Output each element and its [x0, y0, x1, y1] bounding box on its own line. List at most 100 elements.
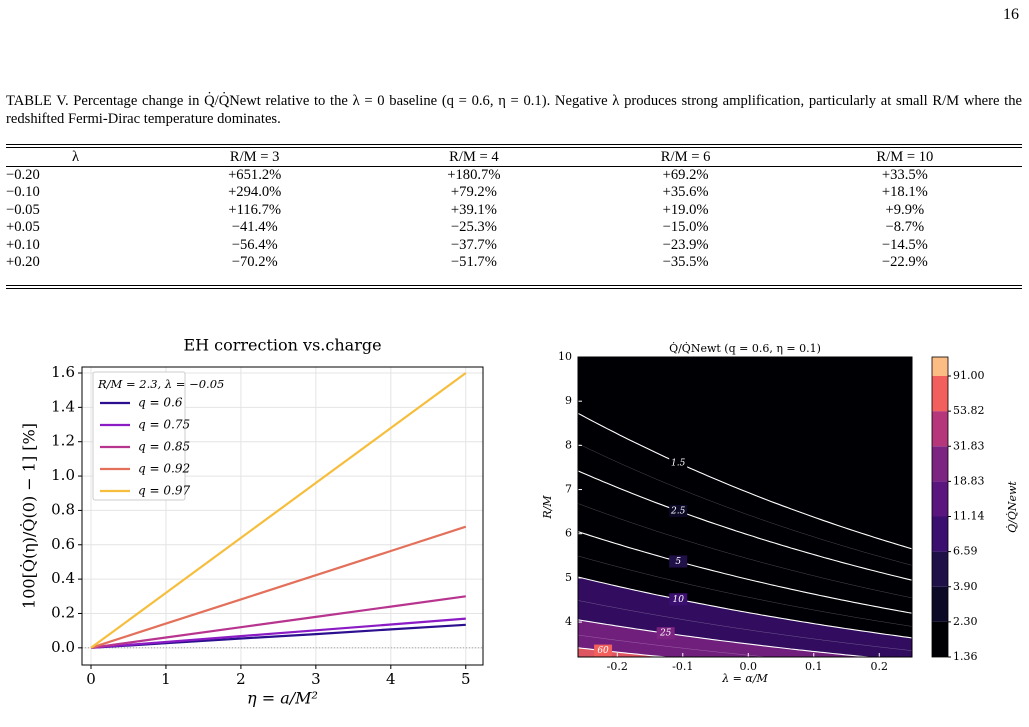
chart-title: EH correction vs.charge: [183, 336, 381, 355]
table-caption: TABLE V. Percentage change in Q̇/Q̇Newt …: [6, 93, 1022, 127]
y-tick-label: 1.0: [51, 466, 75, 484]
colorbar-segment: [932, 446, 948, 482]
x-tick-label: -0.1: [672, 660, 693, 673]
table-cell: +0.10: [6, 236, 40, 253]
table-cell: −70.2%: [231, 254, 278, 271]
x-axis-label: η = a/M²: [247, 689, 318, 708]
x-tick-label: 3: [311, 670, 321, 688]
column-header: R/M = 10: [787, 146, 1022, 167]
colorbar-segment: [932, 357, 948, 376]
y-tick-label: 9: [565, 394, 572, 407]
column-header: R/M = 6: [583, 146, 788, 167]
colorbar-segment: [932, 411, 948, 447]
table: λ R/M = 3 R/M = 4 R/M = 6 R/M = 10 −0.20 +651…: [6, 144, 1022, 290]
table-cell: −0.10: [6, 184, 40, 201]
x-tick-label: 4: [386, 670, 396, 688]
contour-label-bg: [669, 456, 688, 469]
legend-label: q = 0.97: [138, 484, 190, 498]
table-cell: −14.5%: [881, 236, 928, 253]
table-cell: +0.20: [6, 254, 40, 271]
legend-title: R/M = 2.3, λ = −0.05: [97, 377, 224, 391]
axes-frame: [81, 366, 484, 666]
minor-contour: [578, 600, 912, 651]
y-tick-label: 10: [558, 350, 572, 363]
series-line: [90, 595, 466, 649]
contour-line: [578, 576, 912, 639]
colorbar-tick-label: 53.82: [953, 404, 985, 417]
y-tick-label: 0.6: [51, 535, 75, 553]
table-cell: +39.1%: [450, 201, 497, 218]
colorbar-segment: [932, 621, 948, 657]
table-cell: +651.2%: [228, 167, 282, 183]
table-row: +0.20 −70.2% −51.7% −35.5% −22.9%: [6, 254, 1022, 287]
x-tick-label: 0.1: [805, 660, 823, 673]
y-tick-label: 1.2: [51, 432, 75, 450]
column-header: R/M = 3: [145, 146, 365, 167]
legend-label: q = 0.6: [138, 396, 183, 410]
table-cell: −8.7%: [885, 219, 925, 236]
x-tick-label: 0: [86, 670, 96, 688]
table-cell: −35.5%: [662, 254, 709, 271]
legend-box: [92, 371, 186, 501]
legend-label: q = 0.92: [138, 462, 190, 476]
y-tick-label: 5: [565, 571, 572, 584]
axes-frame: [577, 356, 913, 658]
table-cell: −23.9%: [662, 236, 709, 253]
contour-line: [578, 619, 874, 657]
y-tick-label: 8: [565, 438, 572, 451]
table-cell: +0.05: [6, 219, 40, 236]
contour-label: 5: [675, 557, 681, 567]
table-cell: −51.7%: [450, 254, 497, 271]
contour-label: 25: [659, 629, 672, 639]
y-axis-label: R/M: [541, 495, 554, 520]
colorbar-segment: [932, 481, 948, 517]
contour-label: 2.5: [670, 506, 686, 516]
contour-label-bg: [669, 555, 688, 568]
x-tick-label: 5: [461, 670, 471, 688]
colorbar-tick-label: 91.00: [953, 369, 985, 382]
table-cell: −0.20: [6, 167, 40, 183]
table-cell: −25.3%: [450, 219, 497, 236]
x-tick-label: 0.0: [740, 660, 758, 673]
colorbar-label: Q̇/Q̇Newt: [1006, 481, 1019, 533]
colorbar-segment: [932, 551, 948, 587]
series-line: [90, 372, 467, 649]
y-tick-label: 0.2: [51, 603, 75, 621]
x-tick-label: 2: [236, 670, 246, 688]
y-tick-label: 7: [565, 483, 572, 496]
contour-label: 1.5: [671, 458, 686, 468]
table-body: −0.20 +651.2% +180.7% +69.2% +33.5% −0.10 +294…: [6, 167, 1022, 288]
colorbar-tick-label: 3.90: [953, 580, 978, 593]
series-line: [90, 525, 467, 649]
table-row: −0.20 +651.2% +180.7% +69.2% +33.5%: [6, 167, 1022, 185]
colorbar-tick-label: 1.36: [953, 650, 978, 663]
table-cell: +116.7%: [228, 201, 282, 218]
minor-contour: [578, 443, 912, 566]
contour-fill: [578, 619, 869, 657]
column-header: λ: [6, 146, 146, 167]
colorbar-tick-label: 11.14: [953, 510, 985, 523]
table-cell: −0.05: [6, 201, 40, 218]
contour-line: [578, 470, 912, 581]
minor-contour: [578, 634, 770, 657]
chart-title: Q̇/Q̇Newt (q = 0.6, η = 0.1): [669, 342, 821, 355]
colorbar-segment: [932, 586, 948, 622]
contour-label: 60: [597, 646, 609, 656]
colorbar-tick-label: 6.59: [953, 545, 978, 558]
y-tick-label: 6: [565, 527, 572, 540]
table-row: −0.10 +294.0% +79.2% +35.6% +18.1%: [6, 184, 1022, 201]
colorbar-segment: [932, 376, 948, 412]
x-tick-label: 0.2: [871, 660, 889, 673]
table-cell: +79.2%: [450, 184, 497, 201]
table-cell: +18.1%: [881, 184, 928, 201]
y-tick-label: 0.0: [51, 638, 75, 656]
contour-line: [578, 412, 912, 550]
minor-contour: [578, 503, 912, 599]
y-tick-label: 0.8: [51, 500, 75, 518]
contour-label-bg: [669, 504, 688, 517]
colorbar-segment: [932, 516, 948, 552]
contour-label-bg: [656, 627, 675, 640]
y-axis-label: 100[Q̇(η)/Q̇(0) − 1] [%]: [20, 423, 39, 609]
